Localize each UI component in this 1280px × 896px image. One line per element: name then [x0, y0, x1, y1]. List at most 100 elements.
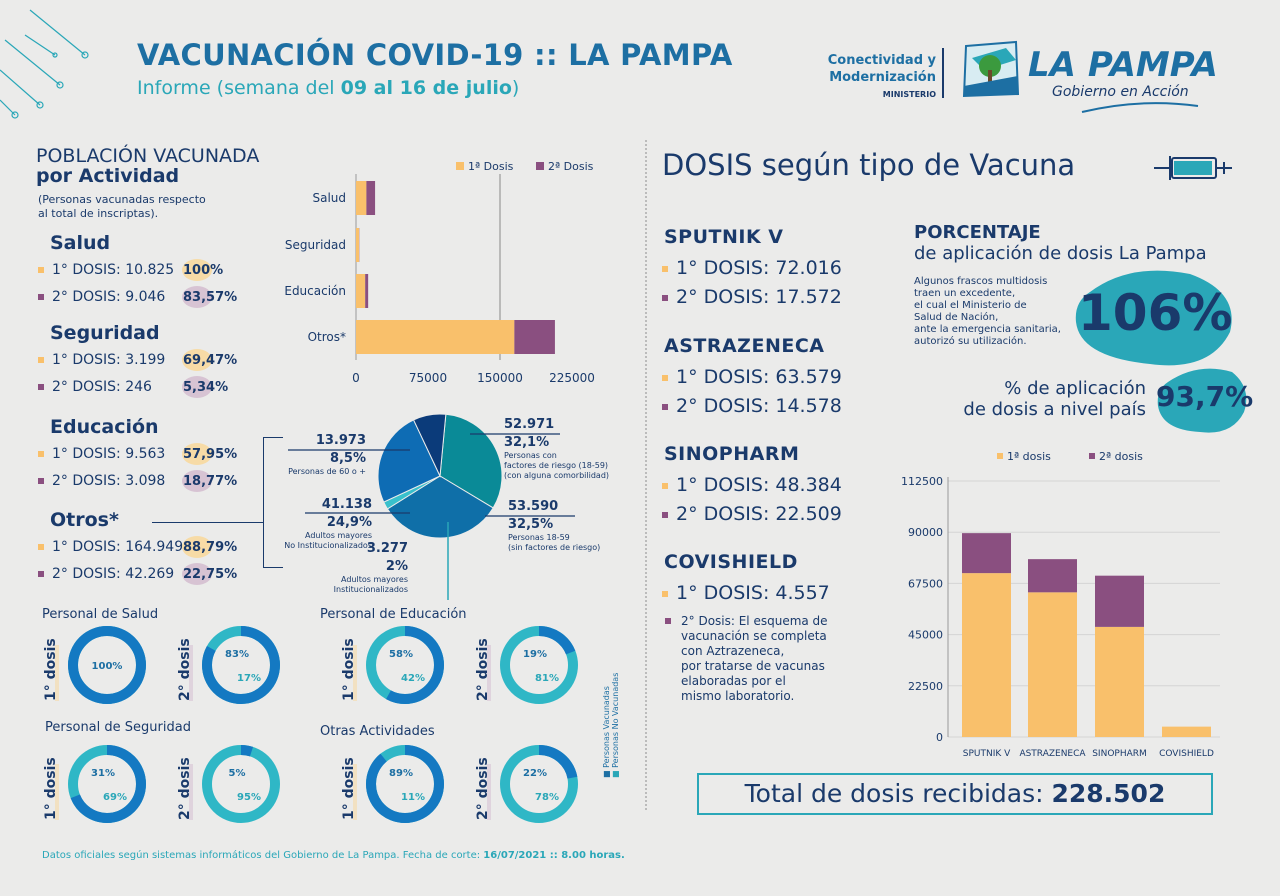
dose1-text: 1° DOSIS: 10.825 [52, 262, 175, 278]
dose2-bullet [38, 571, 44, 577]
category-label: Otros* [308, 330, 346, 344]
covishield-note: 2° Dosis: El esquema de vacunación se co… [665, 614, 828, 704]
vaccine-dose1-row: 1° DOSIS: 72.016 [662, 257, 842, 279]
x-tick-label: 75000 [409, 371, 447, 385]
footer-note: Datos oficiales según sistemas informáti… [42, 850, 625, 861]
ring-legend: ■ Personas Vacunadas ■ Personas No Vacun… [602, 672, 620, 778]
legend-dose1-swatch [997, 453, 1003, 459]
vaccine-dose2-row: 2° DOSIS: 22.509 [662, 503, 842, 525]
logo-divider [942, 48, 944, 98]
x-tick-label: 0 [352, 371, 360, 385]
ring-value: 89% [389, 768, 413, 779]
dose2-bullet [38, 384, 44, 390]
dose2-text: 2° DOSIS: 42.269 [52, 566, 175, 582]
ring-value-secondary: 78% [535, 792, 559, 803]
dose1-text: 1° DOSIS: 3.199 [52, 352, 166, 368]
ring-chart: 58% 42% [366, 626, 444, 704]
ring-vaccinated [68, 745, 146, 823]
dose2-row: 2° DOSIS: 3.098 [38, 473, 165, 489]
legend-dose2-label: 2ª Dosis [548, 160, 594, 173]
pct1-value: 69,47% [183, 353, 238, 368]
ring-vaccinated [366, 745, 444, 823]
ring-value: 58% [389, 649, 413, 660]
pie-slice-percent: 8,5% [330, 451, 366, 466]
y-tick-label: 45000 [908, 629, 943, 642]
ring-value: 22% [523, 768, 547, 779]
percent-note: Algunos frascos multidosis traen un exced… [914, 276, 1061, 347]
pie-slice-percent: 24,9% [327, 515, 372, 530]
pct2-value: 22,75% [183, 567, 238, 582]
pie-slice-label: factores de riesgo (18-59) [504, 461, 608, 470]
pie-slice-value: 13.973 [316, 433, 366, 448]
pct1-blob [182, 443, 212, 465]
dose1-bullet [662, 590, 668, 597]
ring-value: 100% [92, 661, 123, 672]
ring-chart: 22% 78% [500, 745, 578, 823]
pct1-blob [182, 349, 212, 371]
percent-blob [1075, 270, 1232, 366]
dose1-bullet [38, 451, 44, 457]
pct2-blob [182, 563, 212, 585]
dose2-row: 2° DOSIS: 42.269 [38, 566, 174, 582]
dose1-row: 1° DOSIS: 164.949 [38, 539, 183, 555]
legend-dose1-label: 1ª Dosis [468, 160, 514, 173]
vaccine-dose1-row: 1° DOSIS: 4.557 [662, 582, 830, 604]
ring-chart: 100% [68, 626, 146, 704]
ring-title: Otras Actividades [320, 724, 435, 739]
category-name: Educación [50, 416, 159, 438]
legend-dose2-swatch [1089, 453, 1095, 459]
category-name: Seguridad [50, 322, 160, 344]
pie-slice-label: Adultos mayores [305, 531, 372, 540]
national-blob [1157, 368, 1247, 433]
ring-value: 83% [225, 649, 249, 660]
national-value: 93,7% [1156, 380, 1254, 413]
dose-label-highlight [189, 764, 193, 820]
pie-slice [439, 413, 503, 509]
x-category-label: SINOPHARM [1092, 749, 1147, 759]
brand-title: LA PAMPA [1028, 45, 1218, 85]
vaccine-name: COVISHIELD [664, 551, 798, 573]
brand-swoosh [1081, 102, 1199, 113]
dose-label-highlight [189, 645, 193, 701]
ring-value-secondary: 69% [103, 792, 127, 803]
dose2-text: 2° DOSIS: 3.098 [52, 473, 166, 489]
dose1-bullet [662, 265, 668, 272]
dose2-text: 2° DOSIS: 246 [52, 379, 152, 395]
category-name: Otros* [50, 509, 119, 531]
vaccine-dose1-row: 1° DOSIS: 63.579 [662, 366, 842, 388]
vaccine-dose2-row: 2° DOSIS: 17.572 [662, 286, 842, 308]
bar-dose1 [356, 274, 366, 308]
pie-slice-percent: 2% [386, 559, 408, 574]
vaccine-dose2-text: 2° DOSIS: 14.578 [676, 395, 842, 417]
bar-dose2 [962, 533, 1011, 574]
ring-vaccinated [500, 745, 578, 823]
dose1-bullet [38, 267, 44, 273]
x-tick-label: 150000 [477, 371, 523, 385]
pie-slice [412, 413, 447, 478]
section-divider [645, 140, 647, 810]
pct1-value: 57,95% [183, 447, 238, 462]
ring-chart: 5% 95% [202, 745, 280, 823]
bracket-line [152, 522, 264, 523]
category-label: Seguridad [285, 238, 346, 252]
ring-value-secondary: 95% [237, 792, 261, 803]
ministry-label: Conectividad y Modernización MINISTERIO [827, 53, 936, 99]
dose1-bullet [662, 374, 668, 381]
bar-dose2 [366, 181, 376, 215]
y-tick-label: 112500 [901, 475, 943, 488]
pct2-value: 18,77% [183, 474, 238, 489]
pct1-value: 100% [183, 263, 224, 278]
vaccine-dose2-row: 2° DOSIS: 14.578 [662, 395, 842, 417]
dose1-bullet [38, 544, 44, 550]
percent-subtitle: de aplicación de dosis La Pampa [914, 243, 1207, 264]
legend-dose1-swatch [456, 162, 464, 170]
dose-label-highlight [55, 764, 59, 820]
x-category-label: SPUTNIK V [963, 749, 1011, 759]
activity-title: POBLACIÓN VACUNADA [36, 145, 260, 167]
dose2-text: 2° DOSIS: 9.046 [52, 289, 166, 305]
dose-label-highlight [55, 645, 59, 701]
dose1-row: 1° DOSIS: 3.199 [38, 352, 165, 368]
brand-tagline: Gobierno en Acción [1052, 84, 1189, 100]
vaccine-section-title: DOSIS según tipo de Vacuna [662, 148, 1076, 182]
